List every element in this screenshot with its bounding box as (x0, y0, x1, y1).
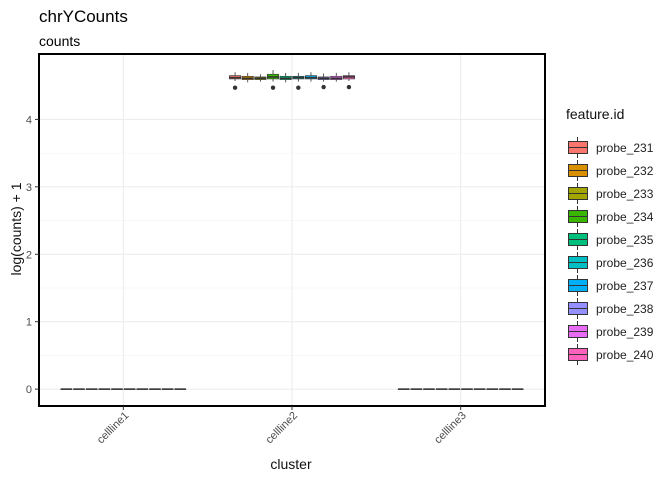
legend-label: probe_237 (596, 278, 654, 293)
box-probe_233-cellline2 (254, 74, 267, 82)
legend-key (566, 136, 590, 159)
grid-lines (39, 54, 545, 406)
legend-item: probe_234 (566, 205, 653, 228)
box-probe_234-cellline2 (266, 70, 280, 90)
chart-title: chrYCounts (39, 7, 128, 26)
legend-label: probe_234 (596, 209, 654, 224)
outlier-point (270, 85, 276, 90)
legend-label: probe_233 (596, 186, 654, 201)
boxplot-layer (60, 70, 524, 390)
y-tick-label: 4 (26, 114, 32, 126)
outlier-point (232, 85, 238, 90)
legend-item: probe_235 (566, 228, 653, 251)
legend-label: probe_232 (596, 163, 654, 178)
x-tick-label: cellline3 (432, 410, 469, 447)
y-tick-label: 3 (26, 182, 32, 194)
x-axis-title: cluster (270, 456, 312, 472)
box-probe_231-cellline2 (229, 72, 242, 90)
legend-item: probe_236 (566, 251, 653, 274)
legend-item: probe_240 (566, 343, 653, 366)
x-tick-label: cellline1 (95, 410, 132, 447)
box-probe_236-cellline2 (292, 72, 305, 90)
legend-item: probe_233 (566, 182, 653, 205)
legend-label: probe_238 (596, 301, 654, 316)
legend-key (566, 182, 590, 205)
legend-key (566, 274, 590, 297)
outlier-point (346, 84, 352, 90)
legend-key (566, 343, 590, 366)
box-probe_237-cellline2 (304, 72, 317, 82)
outlier-point (321, 84, 326, 90)
legend-title: feature.id (566, 106, 625, 122)
box-probe_240-cellline2 (342, 72, 355, 90)
legend-label: probe_235 (596, 232, 654, 247)
y-tick-label: 0 (26, 384, 32, 396)
legend-label: probe_231 (596, 140, 654, 155)
legend-label: probe_239 (596, 324, 654, 339)
x-tick-label: cellline2 (264, 410, 301, 447)
legend-item: probe_238 (566, 297, 653, 320)
legend-item: probe_232 (566, 159, 653, 182)
box-probe_232-cellline2 (241, 72, 254, 83)
legend-label: probe_240 (596, 347, 654, 362)
y-axis-title: log(counts) + 1 (8, 182, 24, 275)
axis-layer: 0 1 2 3 4 cellline1 cellline2 cellline3 (26, 53, 546, 447)
legend-key (566, 205, 590, 228)
y-tick-label: 1 (26, 317, 32, 329)
legend-key (566, 159, 590, 182)
legend-item: probe_237 (566, 274, 653, 297)
box-probe_238-cellline2 (317, 73, 330, 90)
legend: feature.id probe_231 probe_232 probe_233 pr… (566, 106, 653, 366)
legend-item: probe_239 (566, 320, 653, 343)
outlier-point (296, 85, 301, 90)
legend-key (566, 320, 590, 343)
chart-subtitle: counts (39, 33, 81, 49)
legend-item: probe_231 (566, 136, 653, 159)
y-tick-label: 2 (26, 249, 32, 261)
legend-key (566, 297, 590, 320)
box-probe_235-cellline2 (279, 72, 292, 83)
legend-key (566, 251, 590, 274)
box-probe_239-cellline2 (330, 72, 343, 82)
legend-label: probe_236 (596, 255, 654, 270)
legend-key (566, 228, 590, 251)
